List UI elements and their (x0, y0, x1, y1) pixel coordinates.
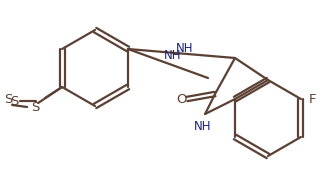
Text: NH: NH (164, 49, 182, 62)
Text: NH: NH (194, 120, 212, 132)
Text: S: S (31, 100, 39, 114)
Text: S: S (10, 94, 18, 107)
Text: F: F (309, 93, 316, 105)
Text: NH: NH (176, 42, 193, 55)
Text: S: S (4, 93, 12, 105)
Text: O: O (176, 93, 186, 105)
